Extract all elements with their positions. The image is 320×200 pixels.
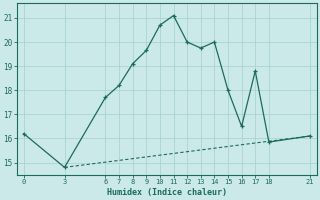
X-axis label: Humidex (Indice chaleur): Humidex (Indice chaleur) <box>107 188 227 197</box>
